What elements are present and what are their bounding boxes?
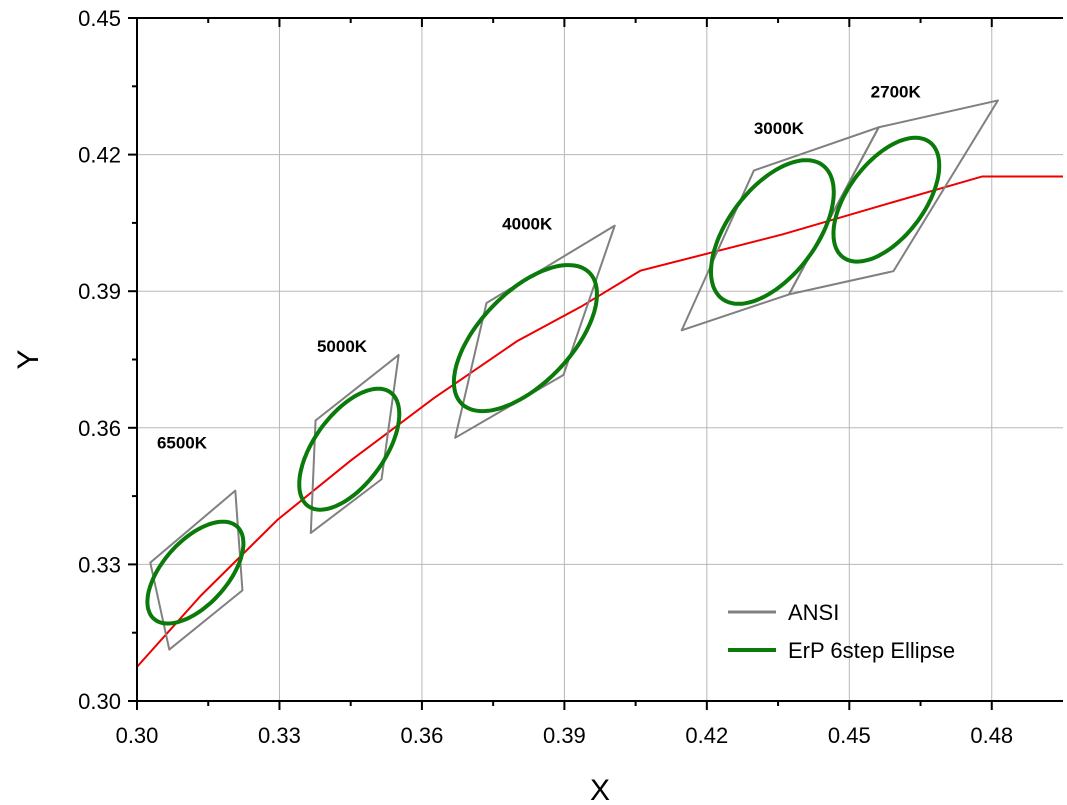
erp-ellipse-5000k (297, 386, 402, 512)
legend-label: ErP 6step Ellipse (788, 638, 955, 663)
cct-labels: 6500K 5000K 4000K 3000K 2700K (157, 83, 922, 453)
axes: 0.30 0.33 0.36 0.39 0.42 0.45 0.48 0.30 0.33 0.36… (78, 6, 1063, 748)
y-axis-title: Y (12, 349, 45, 369)
legend-label: ANSI (788, 600, 839, 625)
cct-label-5000k: 5000K (317, 337, 368, 356)
x-tick-label: 0.39 (543, 723, 586, 748)
y-tick-label: 0.36 (78, 416, 121, 441)
x-axis-title: X (590, 774, 610, 805)
grid-lines (137, 18, 1063, 701)
cct-label-2700k: 2700K (871, 83, 922, 102)
erp-ellipse-2700k (831, 135, 942, 264)
erp-ellipse-4000k (451, 263, 599, 414)
x-tick-label: 0.30 (116, 723, 159, 748)
ansi-quad-5000k (309, 353, 400, 534)
planckian-locus-line (137, 175, 1063, 668)
cct-label-3000k: 3000K (754, 119, 805, 138)
y-tick-label: 0.30 (78, 689, 121, 714)
erp-ellipse-3000k (708, 158, 836, 306)
y-tick-label: 0.45 (78, 6, 121, 31)
cct-label-4000k: 4000K (502, 215, 553, 234)
x-tick-label: 0.45 (828, 723, 871, 748)
x-tick-label: 0.42 (685, 723, 728, 748)
ansi-quad-2700k (787, 99, 999, 296)
x-tick-label: 0.48 (970, 723, 1013, 748)
x-tick-label: 0.36 (401, 723, 444, 748)
x-tick-label: 0.33 (258, 723, 301, 748)
ansi-quad-6500k (149, 489, 244, 651)
y-tick-label: 0.42 (78, 143, 121, 168)
ansi-quad-4000k (454, 224, 616, 439)
cct-label-6500k: 6500K (157, 433, 208, 452)
y-tick-label: 0.33 (78, 552, 121, 577)
y-tick-label: 0.39 (78, 279, 121, 304)
legend: ANSI ErP 6step Ellipse (728, 600, 955, 663)
plot-data (137, 99, 1063, 668)
erp-ellipse-6500k (145, 519, 246, 626)
